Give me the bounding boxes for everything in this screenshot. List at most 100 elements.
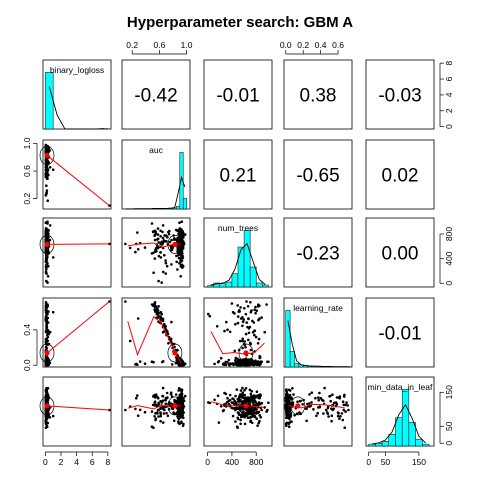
data-point xyxy=(166,396,169,399)
panel-border xyxy=(42,217,112,288)
data-point xyxy=(237,363,240,366)
data-point xyxy=(179,231,182,235)
panel-learning_rate-min_data_in_leaf: -0.01 xyxy=(365,297,435,368)
tick-label: 150 xyxy=(444,385,454,399)
data-point xyxy=(259,416,263,419)
data-point xyxy=(236,397,240,401)
data-point xyxy=(241,337,244,341)
data-point xyxy=(161,243,164,246)
data-point xyxy=(240,393,244,397)
data-point xyxy=(249,392,253,396)
tick-label: 0.2 xyxy=(126,40,138,50)
data-point xyxy=(170,320,173,324)
data-point xyxy=(232,397,235,401)
data-point xyxy=(165,391,169,395)
data-point xyxy=(255,390,259,394)
histogram-bar xyxy=(408,422,416,447)
data-point xyxy=(45,388,49,392)
data-point xyxy=(227,362,231,366)
data-point xyxy=(256,363,260,367)
histogram-bar xyxy=(179,152,184,210)
data-point xyxy=(153,238,157,242)
panel-border xyxy=(121,217,191,288)
data-point xyxy=(177,387,181,390)
data-point xyxy=(161,386,165,390)
tick-label: 800 xyxy=(444,227,454,241)
tick-label: 0 xyxy=(205,457,210,467)
correlation-value: -0.42 xyxy=(134,86,177,107)
data-point xyxy=(260,408,263,412)
panel-learning_rate-auc xyxy=(121,297,191,368)
data-point xyxy=(44,357,48,361)
data-point xyxy=(44,148,48,152)
tick-label: 0.2 xyxy=(22,192,32,204)
histogram-bar xyxy=(388,433,396,447)
tick-label: 0.0 xyxy=(22,359,32,371)
data-point xyxy=(235,425,239,429)
tick-label: 800 xyxy=(249,457,263,467)
data-point xyxy=(225,320,228,324)
tick-label: 4 xyxy=(444,92,454,97)
data-point xyxy=(44,337,48,341)
data-point xyxy=(153,415,156,418)
data-point xyxy=(181,424,185,428)
data-point xyxy=(243,340,246,343)
data-point xyxy=(307,402,311,405)
data-point xyxy=(46,199,49,202)
data-point xyxy=(245,408,248,412)
data-point xyxy=(257,337,261,341)
data-point xyxy=(252,360,256,363)
data-point xyxy=(181,245,185,248)
smoother-line xyxy=(127,404,182,410)
tick-label: 0.2 xyxy=(297,40,309,50)
data-point xyxy=(215,325,219,328)
histogram-bar xyxy=(243,230,251,288)
data-point xyxy=(45,317,48,320)
panel-border xyxy=(283,217,353,288)
panel-border xyxy=(283,376,353,447)
data-point xyxy=(45,312,48,315)
tick-label: 8 xyxy=(444,61,454,66)
data-point xyxy=(347,408,350,412)
data-point xyxy=(45,189,49,192)
data-point xyxy=(267,401,270,405)
data-point xyxy=(45,161,48,165)
data-point xyxy=(255,408,258,411)
data-point xyxy=(219,405,223,408)
tick-label: 6 xyxy=(90,457,95,467)
data-point xyxy=(286,398,289,401)
data-point xyxy=(162,412,166,415)
data-point xyxy=(336,414,340,418)
data-point xyxy=(161,394,164,398)
data-point xyxy=(183,394,187,398)
data-point xyxy=(219,356,223,360)
data-point xyxy=(157,241,160,244)
data-point xyxy=(231,414,235,418)
data-point xyxy=(241,358,245,361)
data-point xyxy=(226,396,229,400)
data-point xyxy=(235,388,239,391)
panel-border xyxy=(42,297,112,368)
data-point xyxy=(239,306,242,309)
data-point xyxy=(175,260,178,264)
data-point xyxy=(236,416,239,420)
data-point xyxy=(181,234,185,237)
data-point xyxy=(44,340,48,343)
data-point xyxy=(239,422,242,426)
panel-binary_logloss-auc: -0.42 xyxy=(121,59,191,130)
data-point xyxy=(45,425,49,429)
data-point xyxy=(44,398,48,401)
data-point xyxy=(288,400,291,404)
data-point xyxy=(136,231,139,234)
data-point xyxy=(157,402,161,406)
data-point xyxy=(156,408,160,412)
data-point xyxy=(156,397,160,400)
data-point xyxy=(254,335,258,339)
data-point xyxy=(258,414,262,417)
data-point xyxy=(323,386,326,390)
smoother-line xyxy=(46,405,110,411)
data-point xyxy=(241,320,245,324)
panel-num_trees-min_data_in_leaf: 0.00 xyxy=(365,217,435,288)
data-point xyxy=(45,177,49,180)
data-point xyxy=(255,410,259,414)
